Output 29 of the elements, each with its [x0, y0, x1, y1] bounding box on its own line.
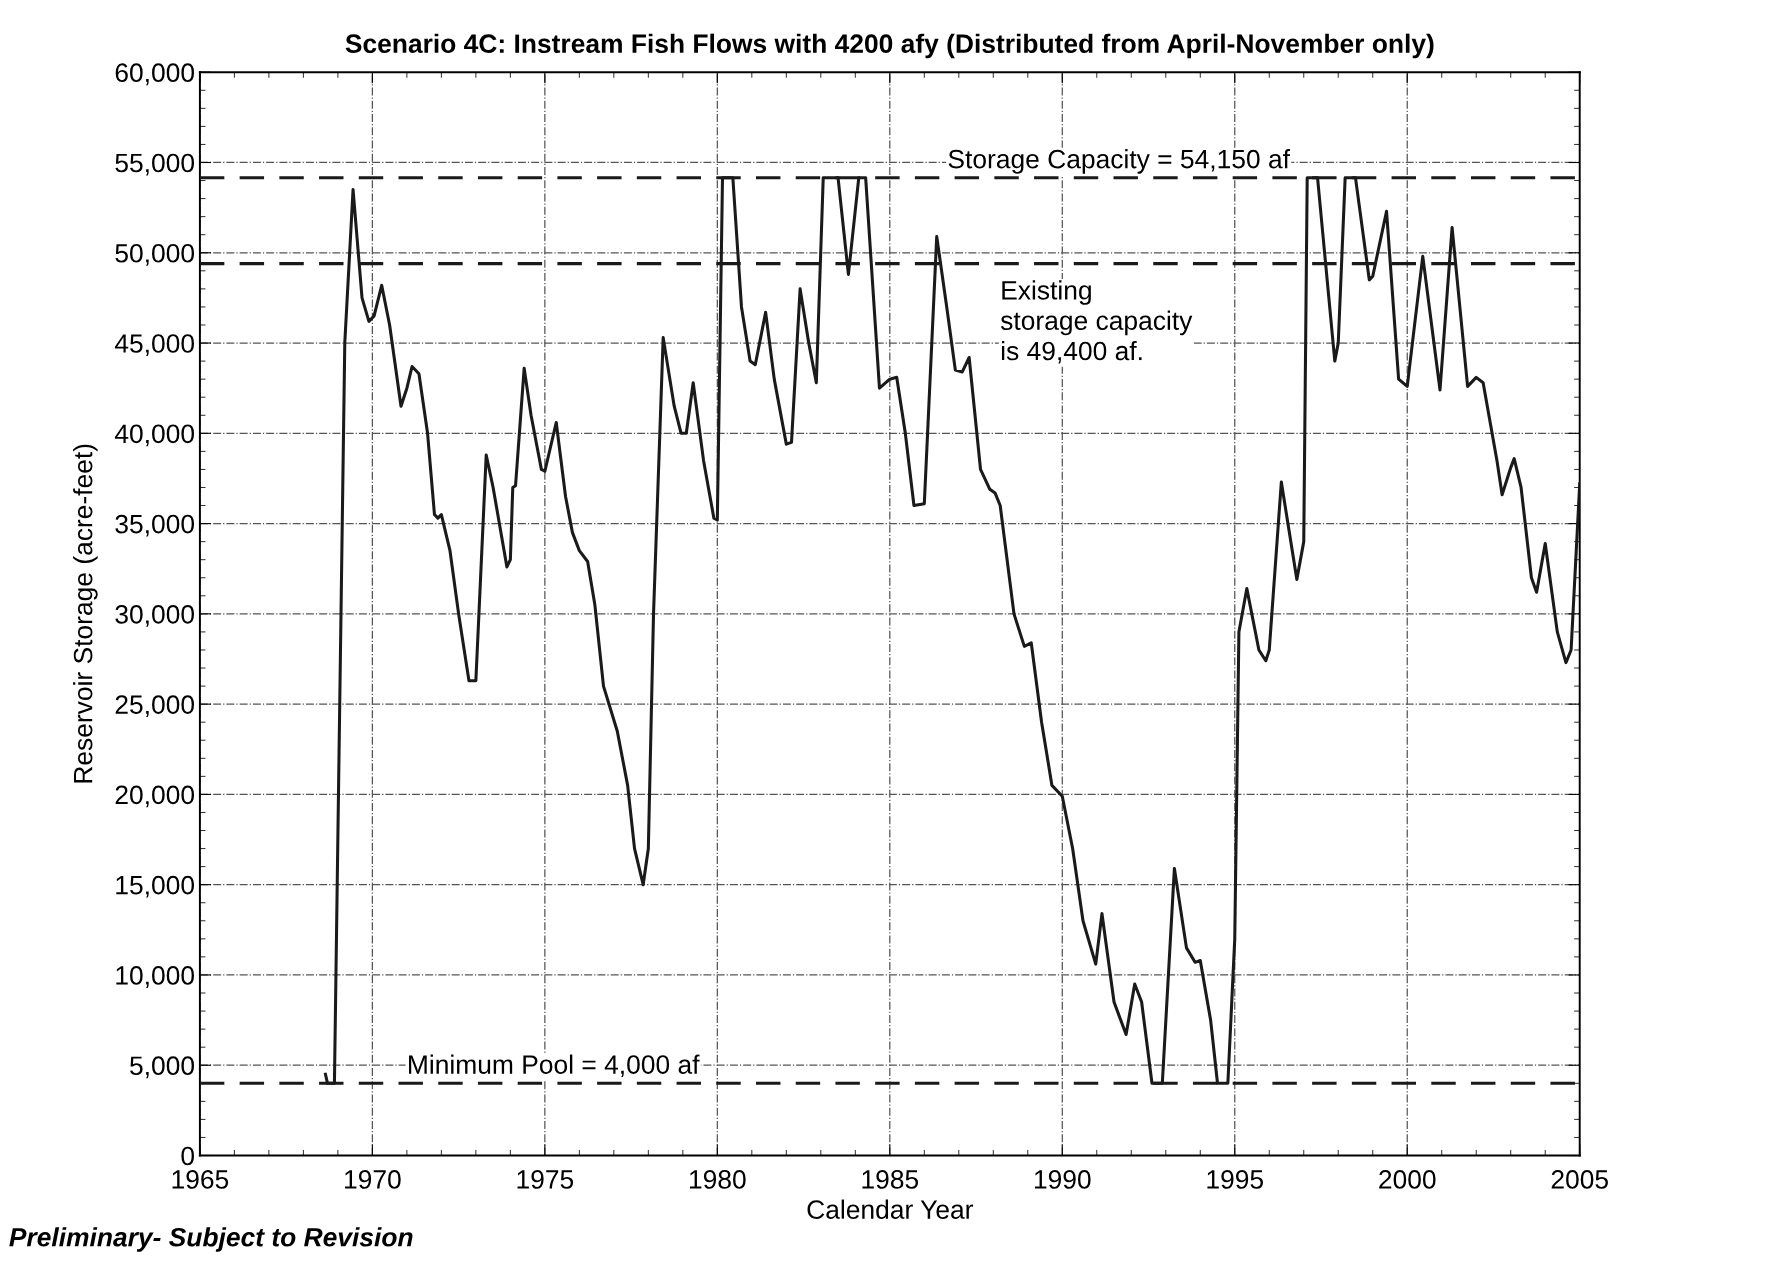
y-tick-label: 10,000 — [116, 966, 195, 988]
y-tick-label: 55,000 — [115, 153, 195, 176]
y-tick-label: 20,000 — [115, 785, 195, 808]
y-tick-label: 0 — [181, 1146, 195, 1166]
x-tick-label: 1990 — [1034, 1170, 1091, 1189]
y-tick-label: 15,000 — [116, 875, 195, 898]
y-tick-label: 25,000 — [115, 695, 195, 718]
chart-title: Scenario 4C: Instream Fish Flows with 4200 afy (Distributed from April-November only) — [345, 33, 1434, 59]
x-tick-label: 1975 — [517, 1170, 574, 1189]
ref-line-label: Minimum Pool = 4,000 af — [409, 1054, 700, 1078]
x-tick-label: 1985 — [862, 1170, 919, 1189]
ref-line-label: Storage Capacity = 54,150 af — [948, 149, 1291, 174]
y-tick-label: 35,000 — [115, 514, 195, 537]
y-axis-title: Reservoir Storage (acre-feet) — [73, 444, 98, 783]
y-tick-label: 40,000 — [114, 424, 195, 447]
x-tick-label: 1995 — [1207, 1170, 1264, 1189]
x-tick-label: 2005 — [1551, 1170, 1608, 1189]
x-tick-label: 2000 — [1379, 1170, 1436, 1189]
y-tick-label: 5,000 — [130, 1056, 195, 1079]
x-tick-label: 1970 — [345, 1170, 401, 1189]
y-tick-label: 60,000 — [115, 63, 195, 86]
x-axis-title: Calendar Year — [807, 1199, 974, 1219]
y-tick-label: 30,000 — [115, 605, 195, 627]
x-tick-label: 1980 — [689, 1170, 746, 1189]
y-tick-label: 50,000 — [115, 243, 195, 266]
text: Preliminary- Subject to Revision — [9, 1227, 413, 1252]
ref-line-label: Existing storage capacity is 49,400 af. — [1000, 280, 1193, 364]
y-tick-label: 45,000 — [114, 334, 195, 356]
x-tick-label: 1965 — [172, 1170, 229, 1189]
